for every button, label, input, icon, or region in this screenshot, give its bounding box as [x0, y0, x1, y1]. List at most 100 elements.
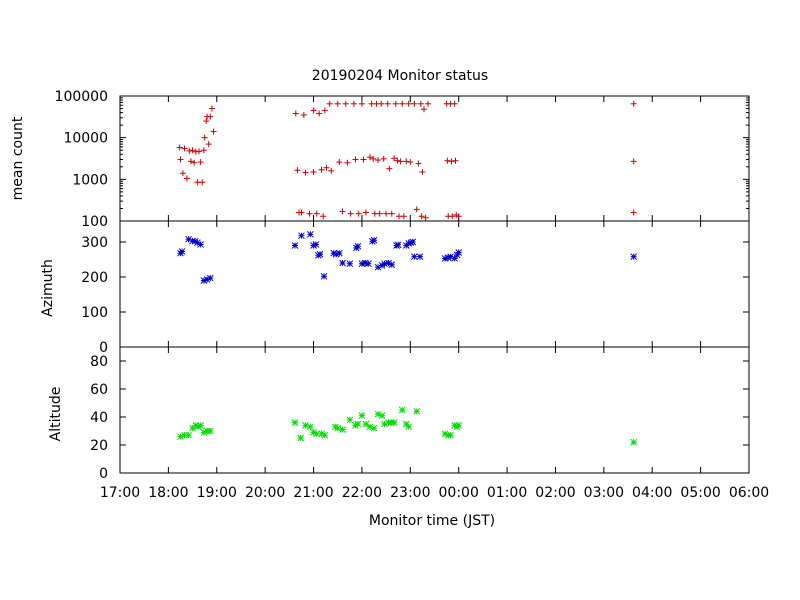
marker-d2 [339, 426, 346, 433]
data-point-mean-count [449, 213, 456, 220]
data-point-altitude [374, 410, 382, 418]
data-point-mean-count [197, 159, 204, 166]
x-tick-label: 20:00 [245, 485, 285, 501]
data-point-mean-count [388, 210, 395, 217]
data-point-altitude [455, 422, 463, 429]
marker-d2 [447, 431, 454, 439]
marker-d2 [370, 424, 378, 432]
data-point-mean-count [630, 209, 637, 216]
data-point-mean-count [205, 141, 212, 148]
x-tick-label: 21:00 [293, 485, 333, 501]
data-point-mean-count [336, 159, 343, 166]
panel-azimuth: 0 100 200 300 Azimuth [40, 220, 750, 356]
marker-d2 [388, 261, 396, 269]
data-point-mean-count [380, 155, 387, 162]
data-point-mean-count [370, 155, 377, 162]
data-point-mean-count [422, 214, 429, 221]
data-point-mean-count [444, 157, 451, 164]
y-tick-label-altitude: 80 [90, 354, 108, 370]
data-point-altitude [378, 412, 386, 419]
data-point-mean-count [378, 100, 385, 107]
data-point-mean-count [407, 159, 414, 166]
data-point-mean-count [321, 107, 328, 114]
marker-d2 [313, 430, 321, 438]
data-point-mean-count [350, 100, 357, 107]
y-tick-label-azimuth: 0 [99, 340, 108, 356]
data-point-mean-count [411, 100, 418, 107]
data-point-mean-count [421, 106, 428, 113]
marker-d2 [405, 423, 413, 431]
data-point-mean-count [300, 111, 307, 118]
data-point-mean-count [451, 100, 458, 107]
data-point-mean-count [405, 100, 412, 107]
data-point-altitude [447, 431, 454, 439]
data-point-mean-count [292, 110, 299, 117]
x-tick-label: 04:00 [632, 485, 672, 501]
data-point-altitude [291, 419, 299, 426]
data-point-mean-count [306, 210, 313, 217]
marker-d2 [387, 419, 395, 426]
data-point-mean-count [352, 156, 359, 163]
y-tick-label-mean-count: 100000 [55, 89, 108, 105]
marker-d2 [306, 423, 314, 431]
marker-d2 [390, 419, 398, 426]
data-point-mean-count [400, 213, 407, 220]
data-point-mean-count [326, 100, 333, 107]
data-point-mean-count [179, 170, 186, 177]
data-point-altitude [306, 423, 314, 431]
data-point-mean-count [394, 157, 401, 164]
panel-frame-altitude [119, 346, 750, 474]
x-tick-label: 23:00 [390, 485, 430, 501]
data-point-mean-count [448, 158, 455, 165]
data-point-mean-count [323, 164, 330, 171]
data-point-mean-count [355, 210, 362, 217]
marker-d2 [630, 253, 638, 261]
y-axis-label-azimuth: Azimuth [40, 259, 56, 317]
marker-d2 [361, 259, 369, 267]
data-point-mean-count [339, 208, 346, 215]
marker-d2 [447, 253, 454, 261]
marker-d2 [330, 249, 338, 257]
data-point-altitude [206, 427, 214, 435]
x-axis-label: Monitor time (JST) [369, 513, 495, 529]
y-axis-label-mean-count: mean count [10, 116, 26, 200]
data-point-mean-count [316, 110, 323, 117]
marker-d2 [335, 249, 343, 257]
data-point-altitude [366, 423, 374, 431]
data-point-azimuth [416, 253, 424, 261]
marker-d2 [441, 430, 449, 438]
data-point-altitude [413, 408, 421, 415]
data-point-mean-count [313, 210, 320, 217]
chart-title: 20190204 Monitor status [312, 68, 488, 84]
data-point-azimuth [291, 242, 299, 249]
marker-d2 [316, 250, 324, 258]
x-tick-label: 03:00 [584, 485, 624, 501]
data-point-mean-count [302, 169, 309, 176]
data-point-mean-count [391, 155, 398, 162]
marker-d2 [455, 249, 463, 256]
marker-d2 [409, 238, 417, 246]
data-point-mean-count [347, 210, 354, 217]
data-point-mean-count [318, 166, 325, 173]
marker-d2 [194, 239, 201, 247]
data-point-mean-count [320, 213, 327, 220]
data-point-mean-count [187, 158, 194, 165]
data-point-altitude [197, 422, 204, 429]
data-point-altitude [185, 431, 192, 439]
data-point-mean-count [183, 175, 190, 182]
data-point-mean-count [425, 100, 432, 107]
data-point-mean-count [418, 213, 425, 220]
data-point-altitude [302, 422, 309, 429]
data-point-mean-count [203, 118, 210, 125]
y-tick-label-mean-count: 1000 [72, 172, 108, 188]
marker-d2 [374, 410, 382, 418]
data-point-mean-count [294, 167, 301, 174]
data-point-mean-count [207, 113, 214, 120]
data-point-altitude [405, 423, 413, 431]
data-point-azimuth [394, 241, 402, 249]
marker-d2 [206, 427, 214, 435]
marker-d2 [630, 438, 638, 446]
data-point-altitude [630, 438, 638, 446]
data-point-altitude [334, 424, 342, 432]
